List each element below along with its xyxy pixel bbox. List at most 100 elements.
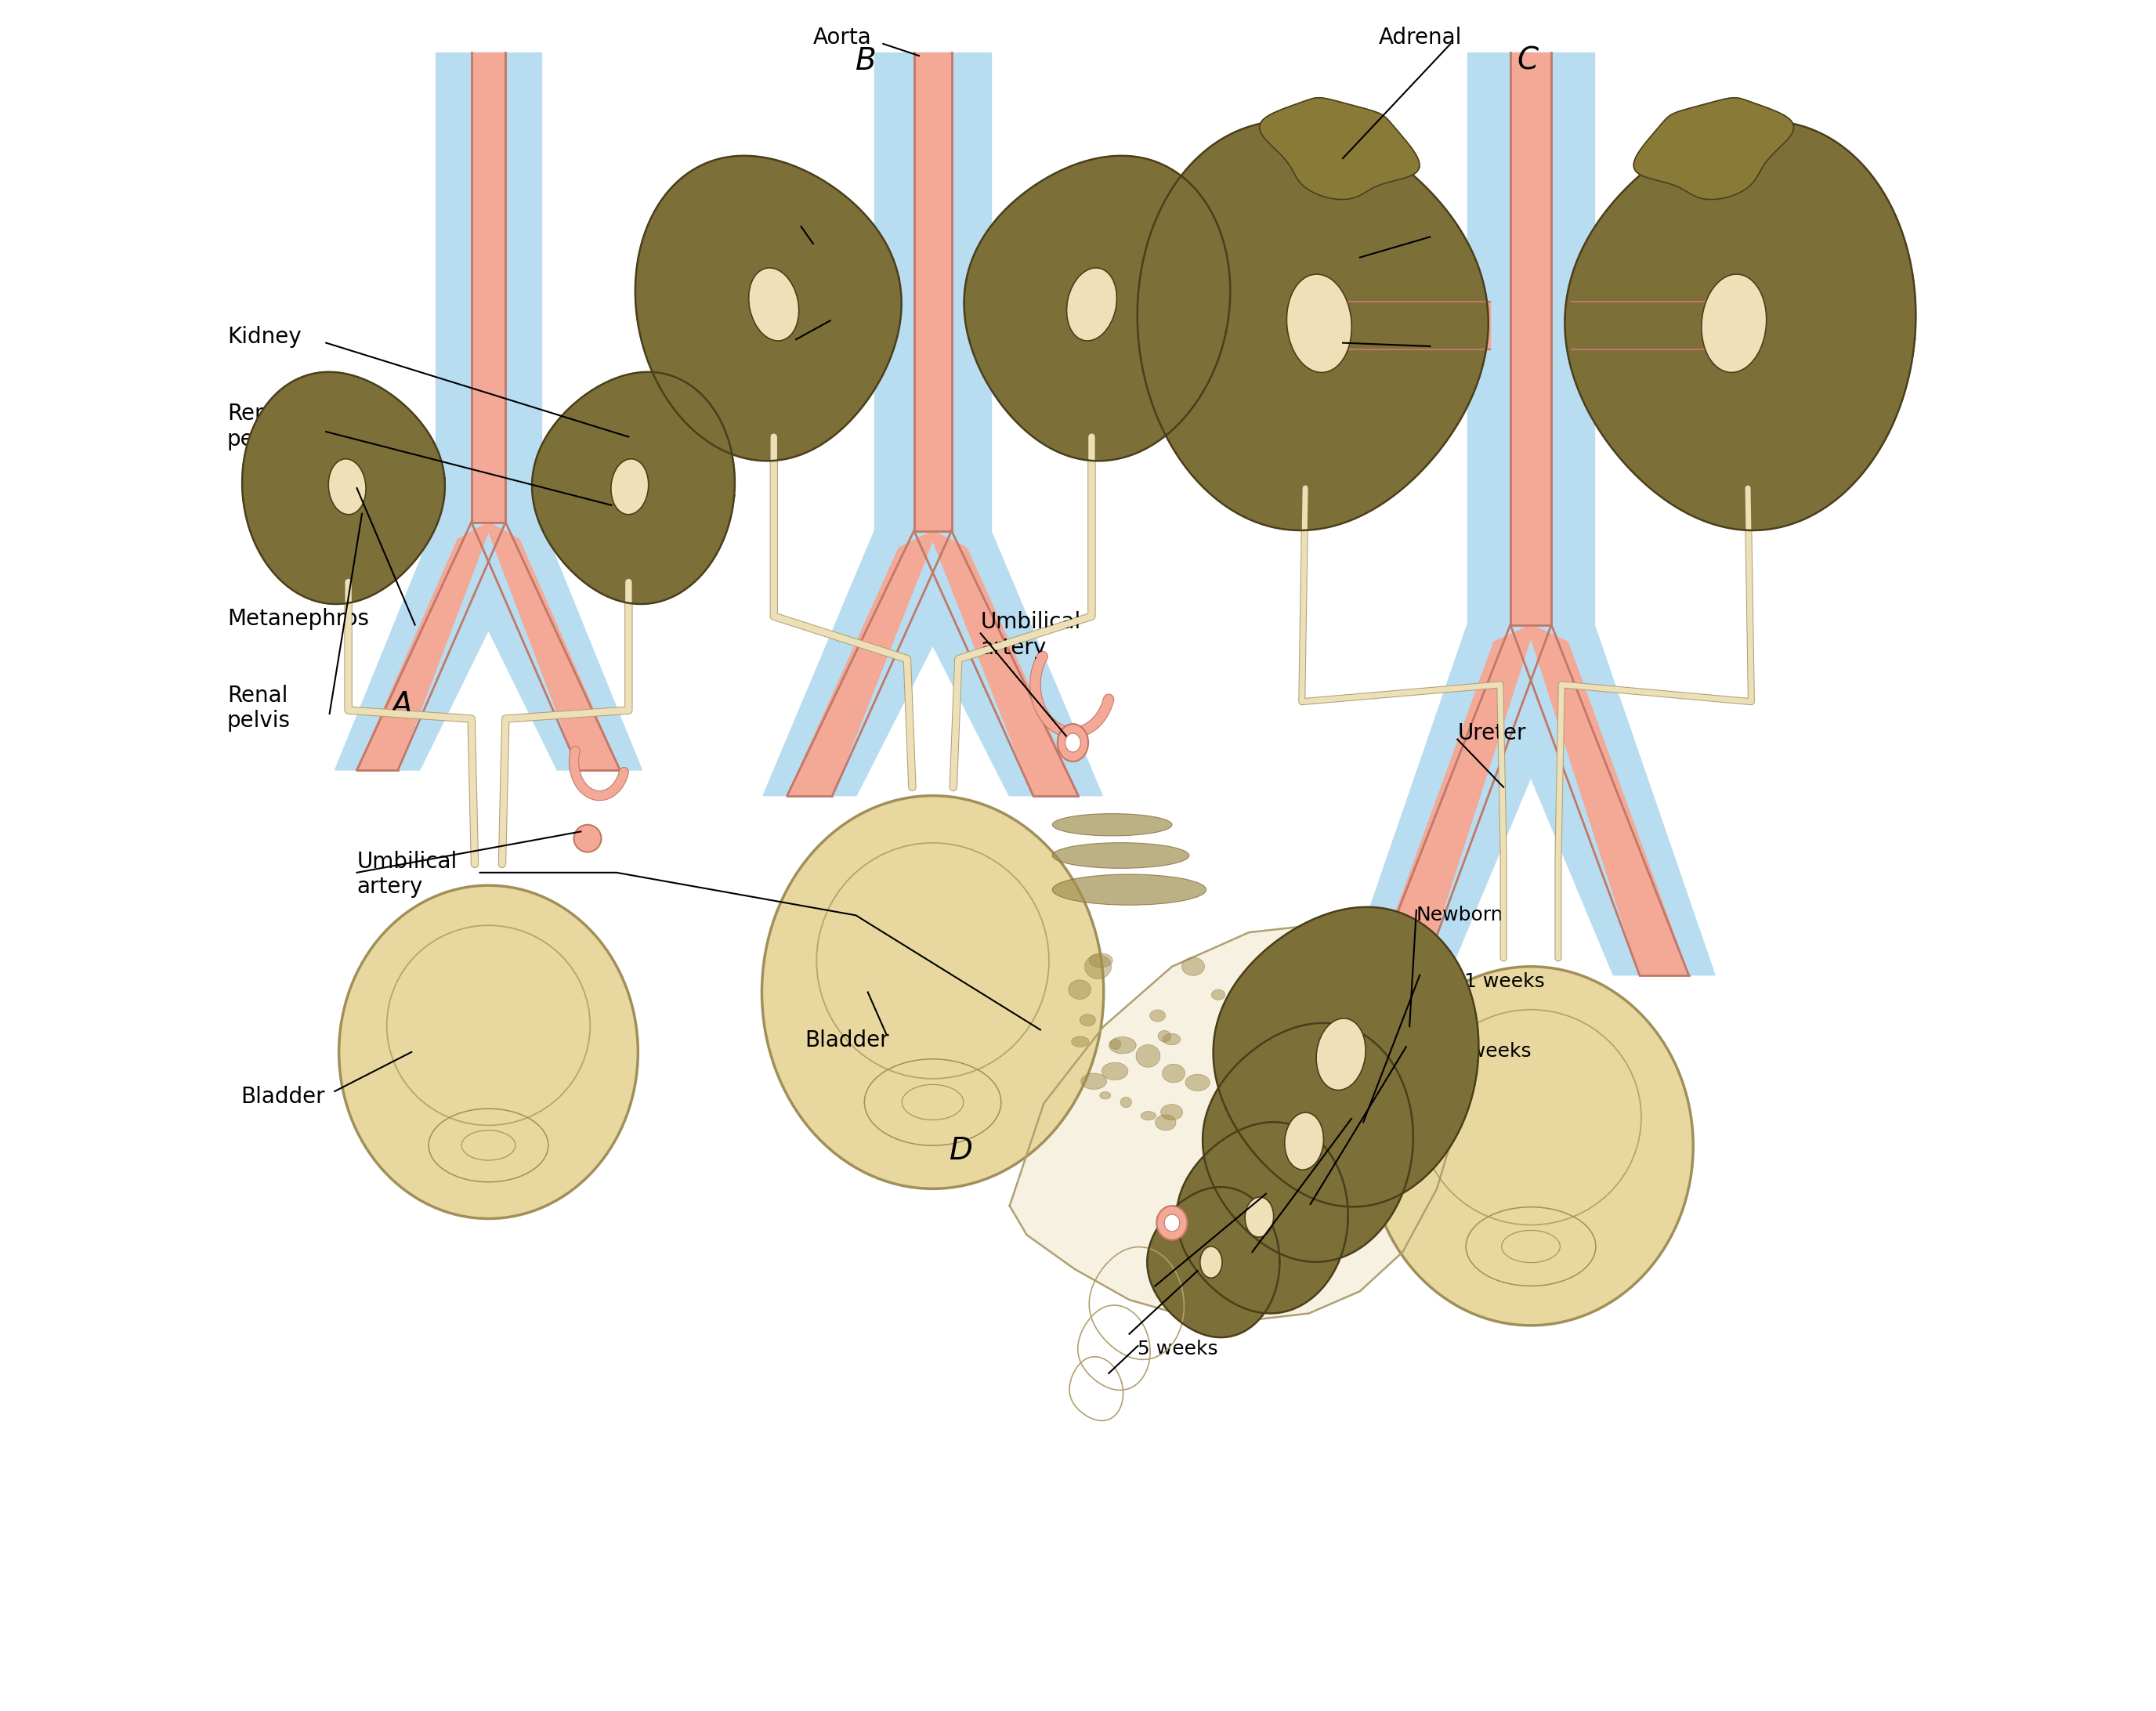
Ellipse shape [1319, 972, 1335, 980]
Ellipse shape [1244, 1198, 1274, 1237]
Ellipse shape [1141, 1112, 1156, 1121]
Ellipse shape [1164, 1215, 1179, 1232]
Text: Newborn: Newborn [1416, 905, 1503, 924]
Polygon shape [1147, 1187, 1281, 1338]
Ellipse shape [1201, 1246, 1222, 1278]
Polygon shape [787, 530, 936, 796]
Polygon shape [1138, 121, 1488, 530]
Polygon shape [1468, 625, 1714, 975]
Ellipse shape [1149, 1009, 1166, 1021]
Ellipse shape [1084, 955, 1110, 979]
Ellipse shape [328, 459, 367, 515]
Ellipse shape [338, 885, 638, 1218]
Ellipse shape [1259, 1100, 1274, 1110]
Ellipse shape [1065, 734, 1080, 753]
Polygon shape [334, 522, 541, 770]
Ellipse shape [1354, 980, 1376, 1001]
Text: C: C [1518, 46, 1539, 75]
Ellipse shape [1162, 1064, 1186, 1083]
Ellipse shape [1701, 274, 1766, 373]
Polygon shape [436, 522, 642, 770]
Text: Renal
pelvis: Renal pelvis [226, 402, 291, 450]
Polygon shape [436, 53, 541, 522]
Ellipse shape [1080, 1073, 1106, 1090]
Text: Bladder: Bladder [241, 1086, 326, 1109]
Text: Renal
pelvis: Renal pelvis [226, 684, 291, 732]
Ellipse shape [1080, 1015, 1095, 1027]
Ellipse shape [1052, 874, 1205, 905]
Polygon shape [875, 53, 992, 530]
Text: Kidney: Kidney [720, 209, 793, 231]
Polygon shape [241, 371, 444, 604]
Polygon shape [1634, 98, 1794, 200]
Ellipse shape [1348, 1078, 1365, 1093]
Polygon shape [1259, 98, 1419, 200]
Ellipse shape [1356, 967, 1378, 986]
Polygon shape [533, 371, 735, 604]
Ellipse shape [1300, 1025, 1324, 1042]
Polygon shape [1373, 625, 1535, 975]
Ellipse shape [610, 459, 649, 515]
Ellipse shape [1100, 1092, 1110, 1098]
Ellipse shape [1313, 1086, 1339, 1107]
Ellipse shape [573, 825, 602, 852]
Text: B: B [856, 46, 877, 75]
Ellipse shape [1136, 1045, 1160, 1068]
Text: Renal
pelvis: Renal pelvis [733, 291, 796, 339]
Polygon shape [914, 53, 951, 530]
Text: 20-21 weeks: 20-21 weeks [1421, 972, 1546, 991]
Polygon shape [1009, 924, 1470, 1321]
Text: D: D [951, 1136, 972, 1165]
Polygon shape [929, 530, 1078, 796]
Ellipse shape [1233, 1052, 1244, 1059]
Ellipse shape [1279, 992, 1291, 1004]
Ellipse shape [1365, 1080, 1384, 1092]
Polygon shape [1322, 301, 1490, 349]
Ellipse shape [1257, 1003, 1268, 1013]
Ellipse shape [1102, 1063, 1128, 1080]
Ellipse shape [1121, 1097, 1132, 1107]
Polygon shape [1468, 53, 1595, 625]
Ellipse shape [1287, 274, 1352, 373]
Ellipse shape [748, 269, 800, 340]
Polygon shape [875, 530, 1102, 796]
Text: 5 weeks: 5 weeks [1138, 1340, 1218, 1359]
Text: 7 weeks: 7 weeks [1266, 1189, 1348, 1208]
Ellipse shape [1328, 1088, 1341, 1097]
Text: 9 weeks: 9 weeks [1352, 1114, 1432, 1133]
Polygon shape [472, 53, 505, 522]
Text: Bladder: Bladder [804, 1030, 888, 1052]
Ellipse shape [1089, 953, 1112, 967]
Ellipse shape [761, 796, 1104, 1189]
Polygon shape [1526, 625, 1688, 975]
Ellipse shape [1156, 1116, 1175, 1131]
Text: Umbilical
artery: Umbilical artery [358, 850, 457, 898]
Text: 6 weeks: 6 weeks [1197, 1264, 1279, 1283]
Ellipse shape [1307, 1112, 1324, 1121]
Ellipse shape [1110, 1039, 1121, 1049]
Text: Kidney: Kidney [226, 325, 302, 347]
Polygon shape [358, 522, 492, 770]
Polygon shape [964, 156, 1231, 460]
Polygon shape [1565, 121, 1917, 530]
Text: Kidney: Kidney [1352, 231, 1425, 253]
Ellipse shape [1250, 1116, 1270, 1128]
Text: Aorta: Aorta [813, 27, 871, 48]
Polygon shape [1572, 301, 1731, 349]
Polygon shape [1177, 1122, 1348, 1314]
Text: Metanephros: Metanephros [226, 607, 369, 630]
Ellipse shape [1317, 1018, 1365, 1090]
Ellipse shape [1285, 1112, 1324, 1170]
Ellipse shape [1158, 1030, 1171, 1042]
Ellipse shape [1156, 1206, 1188, 1240]
Text: A: A [390, 690, 412, 720]
Ellipse shape [1345, 1044, 1356, 1054]
Ellipse shape [1335, 1018, 1352, 1027]
Polygon shape [1348, 625, 1595, 975]
Ellipse shape [1069, 980, 1091, 999]
Polygon shape [636, 156, 901, 460]
Ellipse shape [1072, 1037, 1089, 1047]
Ellipse shape [1162, 1033, 1179, 1045]
Ellipse shape [1181, 958, 1205, 975]
Polygon shape [485, 522, 621, 770]
